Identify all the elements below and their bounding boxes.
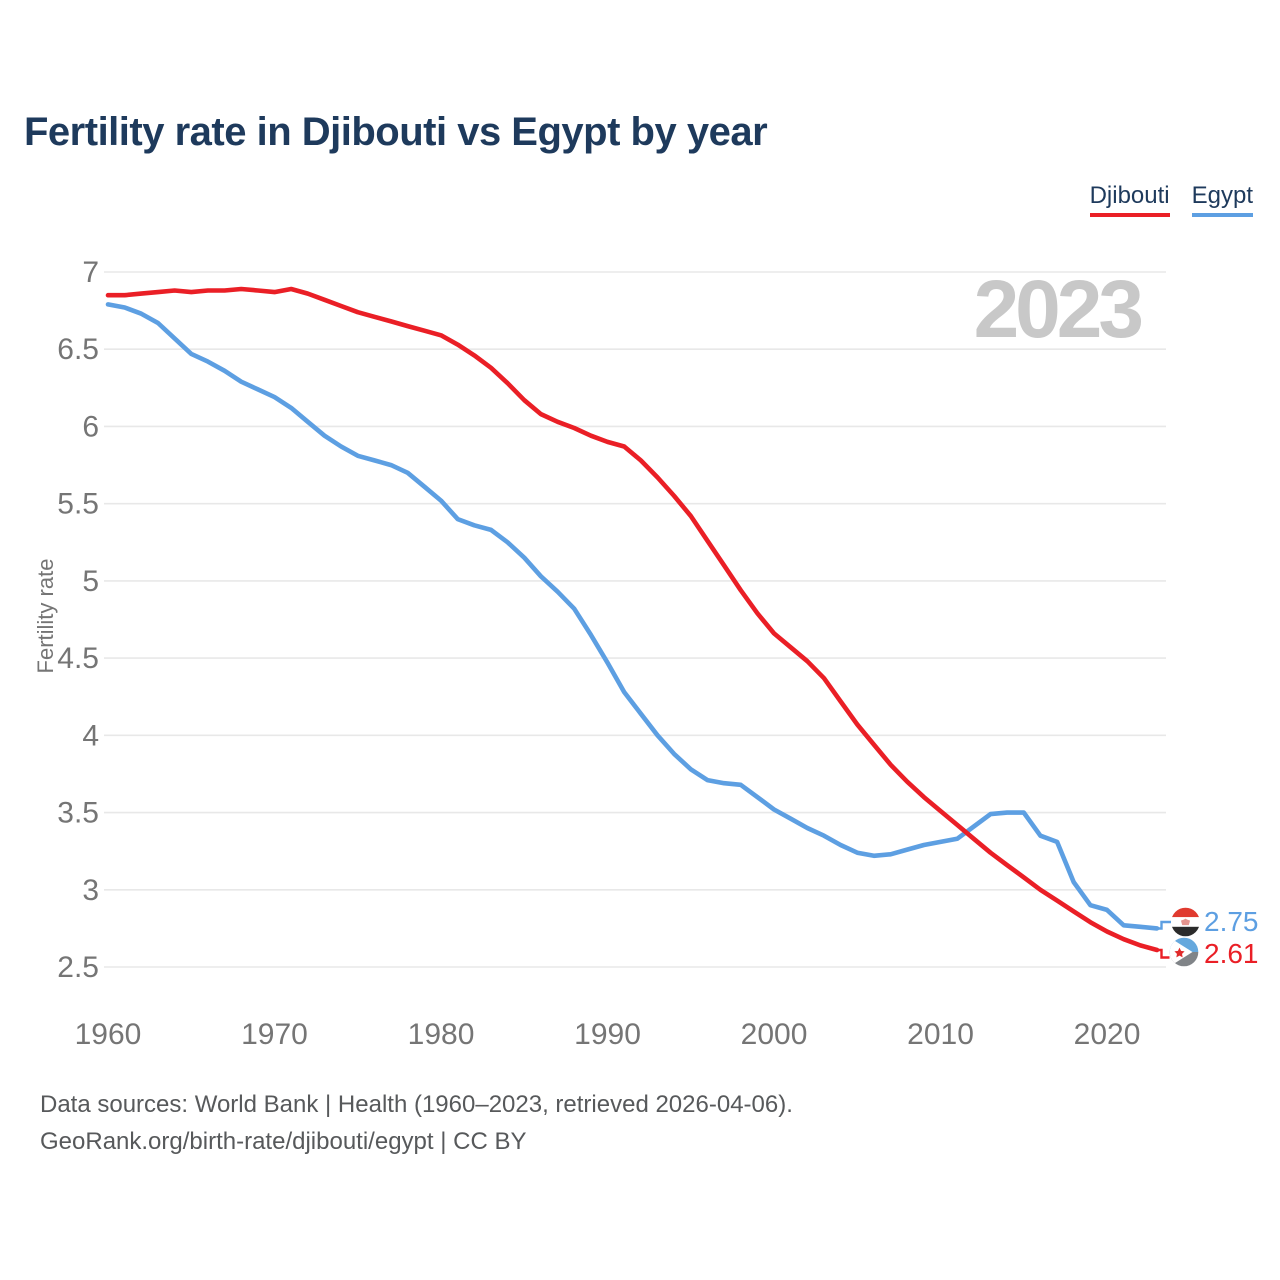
tick-layer: 7 6.5 6 5.5 5 4.5 4 3.5 3 2.5 1960 1970 1980 1990 2000… [57, 256, 1140, 1051]
line-djibouti[interactable] [105, 286, 1160, 953]
y-tick-label: 4.5 [57, 642, 99, 675]
legend-item-djibouti[interactable]: Djibouti [1089, 183, 1170, 218]
djibouti-flag-icon [1169, 937, 1199, 967]
x-tick-label: 1980 [408, 1018, 475, 1051]
x-tick-label: 1960 [75, 1018, 142, 1051]
y-tick-label: 6.5 [57, 333, 99, 366]
legend-item-egypt[interactable]: Egypt [1191, 183, 1253, 218]
egypt-eagle-emblem [1180, 918, 1191, 926]
end-value-djibouti: 2.61 [1204, 938, 1259, 969]
egypt-flag-icon [1171, 907, 1200, 937]
y-tick-label: 6 [82, 410, 99, 443]
y-tick-label: 4 [82, 719, 99, 752]
y-tick-label: 3 [82, 874, 99, 907]
grid-layer [104, 271, 1166, 968]
y-tick-label: 5 [82, 565, 99, 598]
egypt-end-connector [1156, 920, 1171, 930]
x-tick-label: 1970 [241, 1018, 308, 1051]
page-title: Fertility rate in Djibouti vs Egypt by y… [24, 110, 768, 154]
y-tick-label: 3.5 [57, 797, 99, 830]
footer-url-line: GeoRank.org/birth-rate/djibouti/egypt | … [40, 1128, 527, 1155]
line-egypt[interactable] [105, 302, 1160, 931]
legend: Djibouti Egypt [1089, 183, 1253, 218]
x-tick-label: 2010 [907, 1018, 974, 1051]
djibouti-end-connector [1156, 948, 1170, 959]
watermark-year: 2023 [973, 264, 1144, 355]
djibouti-star [1174, 947, 1185, 958]
x-tick-label: 2020 [1074, 1018, 1141, 1051]
y-tick-label: 5.5 [57, 488, 99, 521]
y-tick-label: 2.5 [57, 951, 99, 984]
footer-source-line: Data sources: World Bank | Health (1960–… [40, 1091, 793, 1118]
x-tick-label: 2000 [741, 1018, 808, 1051]
end-value-egypt: 2.75 [1204, 906, 1259, 937]
x-tick-label: 1990 [574, 1018, 641, 1051]
footer: Data sources: World Bank | Health (1960–… [40, 1086, 793, 1160]
y-tick-label: 7 [82, 256, 99, 289]
fertility-line-chart: 7 6.5 6 5.5 5 4.5 4 3.5 3 2.5 1960 1970 1980 1990 2000… [57, 256, 1259, 1051]
